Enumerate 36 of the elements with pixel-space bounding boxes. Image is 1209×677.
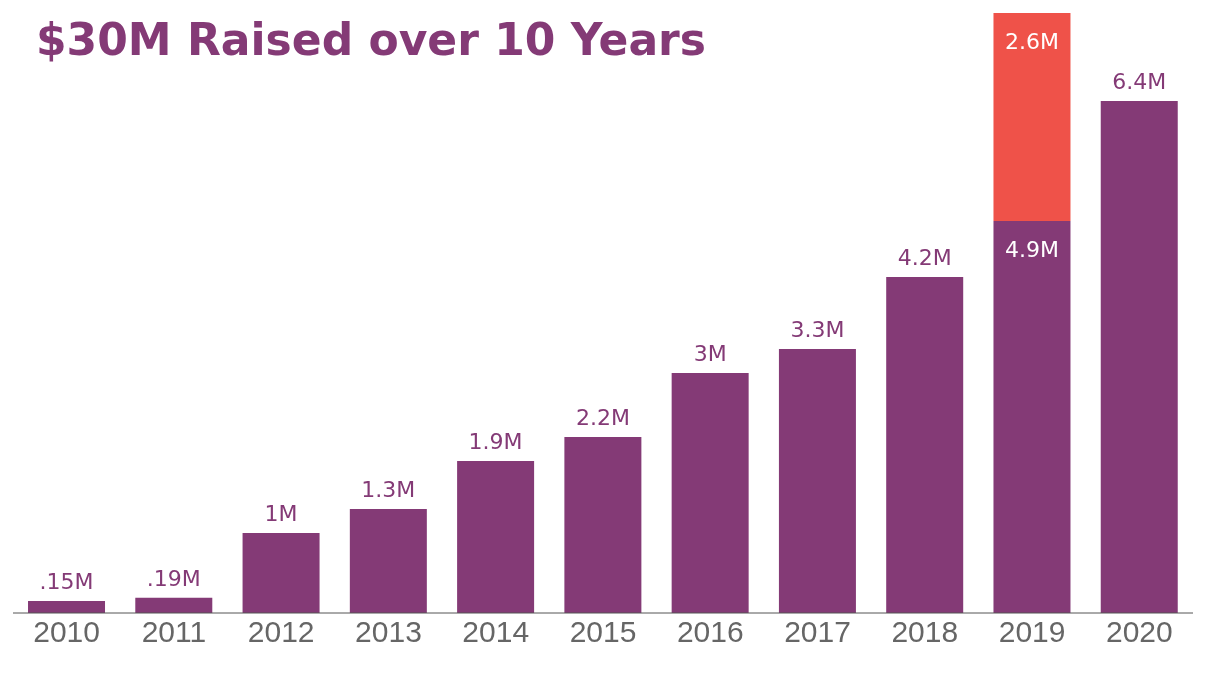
data-label: 1.3M	[361, 477, 416, 502]
bar	[778, 349, 856, 613]
x-tick-label: 2019	[998, 615, 1066, 649]
data-label: 3M	[693, 341, 727, 366]
bar	[457, 461, 535, 613]
x-tick-label: 2015	[569, 615, 637, 649]
data-label: 1.9M	[468, 429, 523, 454]
bar	[1100, 101, 1178, 613]
bar	[242, 533, 320, 613]
bar	[349, 509, 427, 613]
data-label: 6.4M	[1112, 69, 1167, 94]
x-tick-label: 2010	[33, 615, 101, 649]
data-label: 2.2M	[575, 405, 630, 430]
bar	[671, 373, 749, 613]
data-label: 2.6M	[1004, 29, 1059, 54]
bar	[886, 277, 964, 613]
bar	[993, 13, 1071, 221]
x-tick-label: 2020	[1105, 615, 1173, 649]
data-label: 4.9M	[1004, 237, 1059, 262]
x-tick-label: 2018	[891, 615, 959, 649]
data-label: 4.2M	[897, 245, 952, 270]
x-tick-label: 2013	[355, 615, 422, 649]
x-tick-label: 2016	[676, 615, 744, 649]
bar	[135, 597, 213, 613]
data-label: .19M	[146, 565, 201, 591]
chart-title: $30M Raised over 10 Years	[36, 14, 707, 65]
bar	[564, 437, 642, 613]
x-tick-label: 2012	[247, 615, 315, 649]
data-label: .15M	[39, 569, 94, 594]
data-label: 1M	[264, 501, 298, 526]
x-tick-label: 2011	[141, 615, 207, 649]
bar	[28, 601, 106, 613]
bar	[993, 221, 1071, 613]
data-label: 3.3M	[790, 317, 845, 342]
x-tick-label: 2014	[462, 615, 530, 649]
x-tick-label: 2017	[784, 615, 851, 649]
